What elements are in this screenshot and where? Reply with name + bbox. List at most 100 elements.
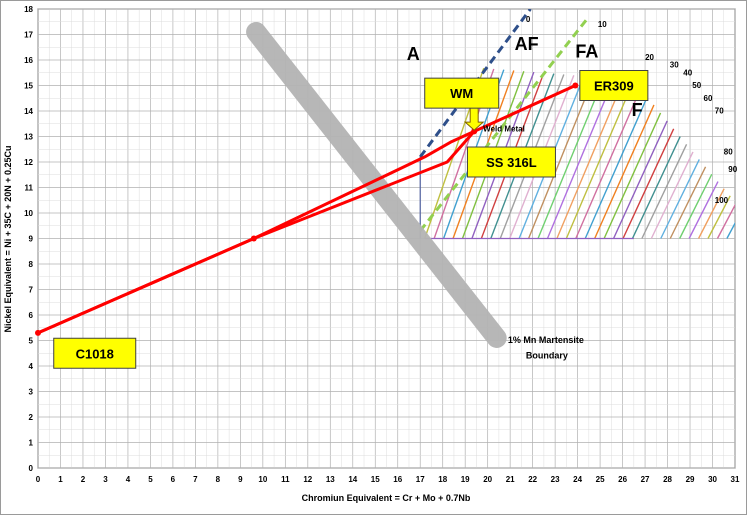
data-point: [572, 82, 579, 89]
ferrite-number-label: 20: [645, 53, 654, 62]
x-tick-label: 20: [483, 475, 492, 484]
ferrite-line: [716, 203, 735, 239]
x-tick-label: 11: [281, 475, 290, 484]
martensite-boundary-annotation: Boundary: [526, 350, 568, 360]
x-tick-label: 13: [326, 475, 335, 484]
martensite-boundary-annotation: 1% Mn Martensite: [508, 335, 584, 345]
y-tick-label: 0: [29, 464, 34, 473]
callout-label: ER309: [594, 79, 634, 94]
x-tick-label: 25: [596, 475, 605, 484]
martensite-band: [246, 21, 507, 348]
callout-label: SS 316L: [486, 155, 537, 170]
ferrite-number-label: 70: [715, 107, 724, 116]
ferrite-number-label: 30: [670, 61, 679, 70]
ferrite-line: [575, 88, 642, 239]
y-tick-label: 14: [24, 107, 33, 116]
y-tick-label: 17: [24, 31, 33, 40]
x-tick-label: 10: [258, 475, 267, 484]
ferrite-number-label: 40: [683, 68, 692, 77]
ferrite-line: [679, 173, 713, 239]
ferrite-number-lines: [419, 67, 735, 240]
callout-box: [424, 77, 500, 109]
phase-region-label: F: [632, 100, 643, 120]
y-tick-label: 7: [29, 286, 34, 295]
x-tick-label: 3: [103, 475, 108, 484]
phase-boundary-line: [419, 15, 591, 232]
ferrite-line: [527, 76, 595, 239]
x-tick-label: 8: [216, 475, 221, 484]
ferrite-line: [584, 96, 648, 239]
y-tick-label: 6: [29, 311, 34, 320]
ferrite-line: [612, 120, 668, 239]
callout-label: WM: [450, 86, 473, 101]
x-tick-label: 26: [618, 475, 627, 484]
mixing-lines: [37, 84, 576, 335]
y-tick-label: 5: [29, 337, 34, 346]
ferrite-number-label: 60: [704, 94, 713, 103]
ferrite-line: [669, 166, 707, 239]
x-tick-label: 9: [238, 475, 243, 484]
y-tick-label: 8: [29, 260, 34, 269]
ferrite-line: [546, 78, 615, 239]
weld-metal-annotation: Weld Metal: [483, 124, 525, 133]
ferrite-number-label: 50: [692, 81, 701, 90]
data-markers: [35, 82, 579, 336]
ferrite-line: [707, 195, 731, 239]
x-tick-label: 31: [731, 475, 740, 484]
axis-ticks: 0 1 2 3 4 5 6 7 8 9 10 11 12 13 14 15 16 17 18 19 20 21 22 23 24…: [24, 5, 740, 484]
ferrite-line: [565, 80, 635, 239]
y-tick-label: 4: [29, 362, 34, 371]
y-tick-label: 13: [24, 133, 33, 142]
x-tick-label: 21: [506, 475, 515, 484]
y-tick-label: 9: [29, 235, 34, 244]
y-axis-title: Nickel Equivalent = Ni + 35C + 20N + 0.2…: [3, 145, 13, 332]
ferrite-line: [650, 151, 694, 239]
y-tick-label: 10: [24, 209, 33, 218]
ferrite-line: [697, 188, 725, 239]
x-tick-label: 15: [371, 475, 380, 484]
ferrite-line: [556, 79, 625, 239]
ferrite-number-label: 90: [728, 165, 737, 174]
ferrite-number-label: 80: [724, 147, 733, 156]
ferrite-number-label: 10: [598, 20, 607, 29]
x-tick-label: 1: [58, 475, 63, 484]
ferrite-line: [631, 136, 681, 239]
phase-region-label: AF: [515, 34, 539, 54]
ferrite-number-label: 100: [715, 196, 729, 205]
ferrite-line: [594, 104, 655, 239]
y-tick-label: 18: [24, 5, 33, 14]
ferrite-line: [603, 112, 662, 239]
callout-label: C1018: [76, 346, 114, 361]
x-tick-label: 22: [528, 475, 537, 484]
x-tick-label: 29: [686, 475, 695, 484]
x-tick-label: 4: [126, 475, 131, 484]
y-tick-label: 15: [24, 82, 33, 91]
ferrite-line: [726, 221, 735, 239]
y-tick-label: 11: [25, 184, 34, 193]
x-tick-label: 7: [193, 475, 198, 484]
y-tick-label: 3: [29, 388, 34, 397]
x-tick-label: 18: [438, 475, 447, 484]
x-tick-label: 6: [171, 475, 176, 484]
ferrite-line: [688, 181, 719, 239]
ferrite-line: [622, 128, 675, 239]
x-tick-label: 14: [348, 475, 357, 484]
y-tick-label: 1: [29, 439, 34, 448]
x-tick-label: 17: [416, 475, 425, 484]
ferrite-line: [660, 159, 700, 239]
callout-boxes: WM ER309 SS 316L C1018: [53, 70, 649, 369]
x-tick-label: 2: [81, 475, 86, 484]
x-tick-label: 19: [461, 475, 470, 484]
y-tick-label: 2: [29, 413, 34, 422]
martensite-band-layer: [246, 21, 507, 348]
x-tick-label: 27: [641, 475, 650, 484]
data-point: [35, 329, 41, 336]
y-tick-label: 16: [24, 56, 33, 65]
ferrite-number-label: 0: [526, 15, 531, 24]
ferrite-line: [641, 143, 688, 239]
callout-box: [466, 146, 556, 178]
x-tick-label: 30: [708, 475, 717, 484]
mixing-line: [37, 130, 476, 335]
